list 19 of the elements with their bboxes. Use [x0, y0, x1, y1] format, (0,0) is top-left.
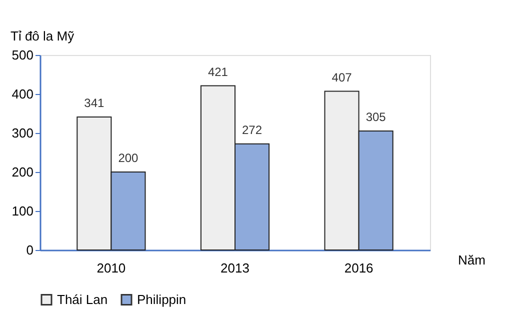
y-tick-label: 0	[26, 242, 34, 258]
y-tick-label: 500	[12, 48, 34, 62]
x-tick-label: 2013	[220, 260, 250, 276]
x-axis-title: Năm	[458, 252, 486, 268]
x-tick-label: 2016	[344, 260, 374, 276]
data-label: 341	[84, 96, 104, 110]
y-tick-label: 100	[12, 204, 34, 218]
data-label: 200	[118, 151, 139, 165]
legend-label: Thái Lan	[57, 292, 108, 307]
data-label: 305	[366, 110, 386, 124]
data-label: 421	[208, 64, 228, 79]
y-tick-label: 400	[12, 86, 34, 102]
data-label: 272	[242, 122, 262, 137]
x-tick-label: 2010	[96, 260, 126, 276]
legend-label: Philippin	[137, 292, 186, 307]
data-label: 407	[332, 70, 352, 84]
y-tick-label: 200	[12, 164, 34, 180]
y-tick-label: 300	[12, 126, 34, 140]
y-axis-title: Tỉ đô la Mỹ	[10, 28, 75, 44]
